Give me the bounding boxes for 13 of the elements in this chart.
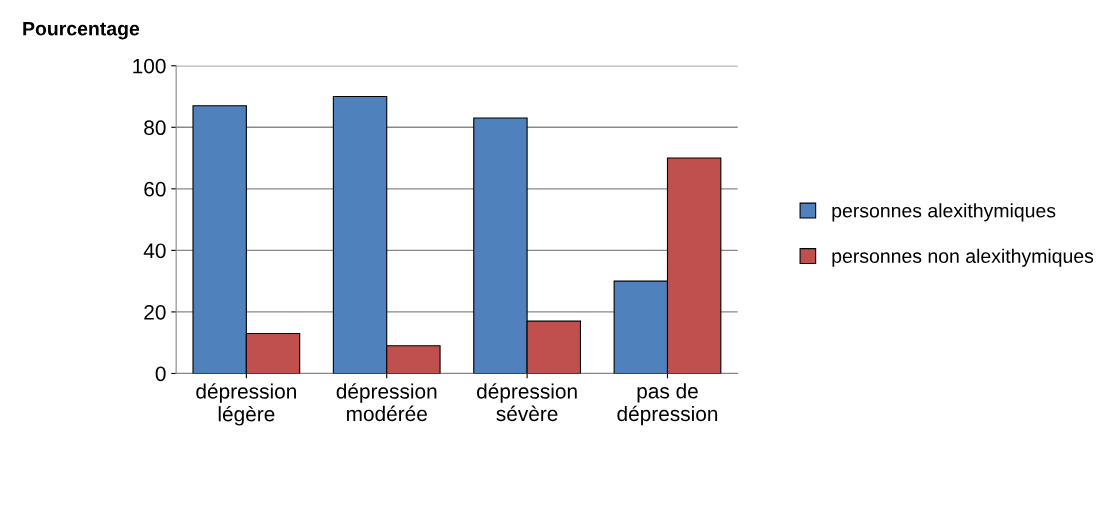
y-tick-label: 100 [133, 58, 166, 74]
y-tick-label: 60 [144, 181, 166, 197]
y-axis-title: Pourcentage [23, 21, 140, 40]
y-tick-label: 40 [143, 243, 166, 259]
legend-label: personnes non alexithymiques [832, 248, 1094, 267]
x-tick-label: pas de dépression [617, 383, 718, 426]
x-tick-label: dépression sévère [477, 383, 577, 422]
legend-label: personnes alexithymiques [832, 203, 1056, 222]
x-tick-label: dépression légère [196, 383, 296, 426]
x-tick-label: dépression modérée [336, 383, 437, 422]
y-tick-label: 20 [144, 304, 166, 320]
y-tick-label: 80 [144, 120, 166, 136]
y-tick-label: 0 [155, 366, 166, 382]
